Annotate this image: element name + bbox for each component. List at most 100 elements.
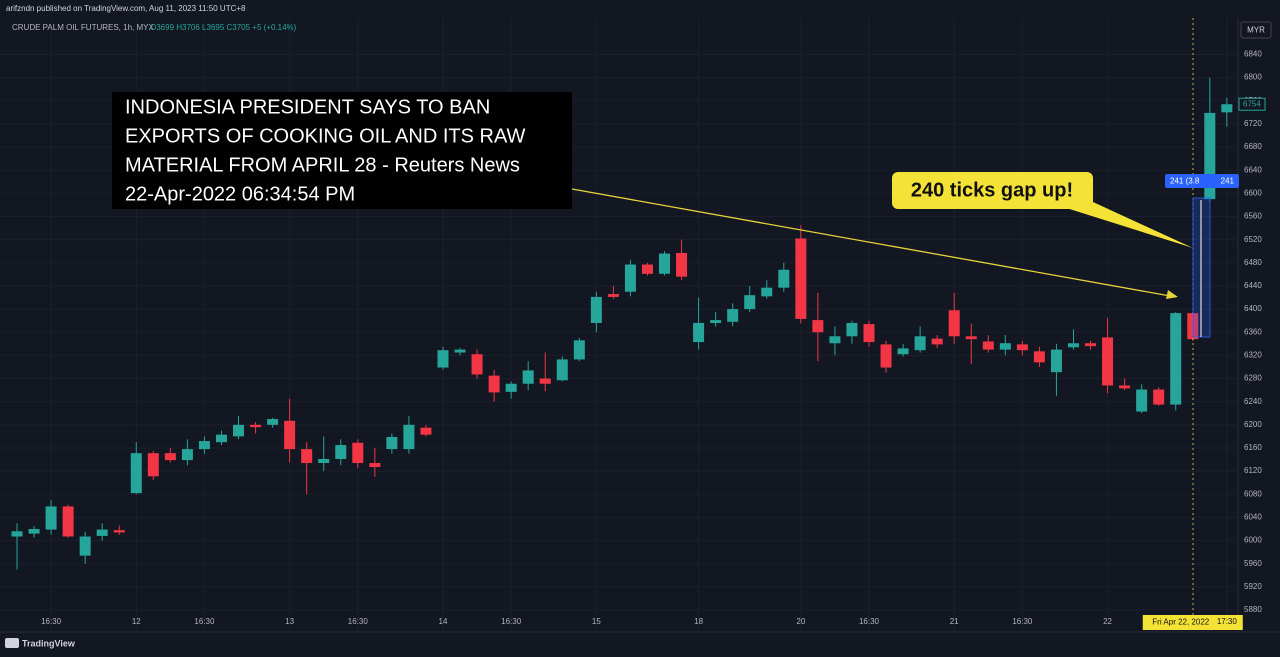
x-tick-label: 16:30: [348, 617, 369, 626]
candle-body: [863, 324, 875, 343]
candle-body: [1033, 351, 1045, 363]
annotation-line: EXPORTS OF COOKING OIL AND ITS RAW: [125, 125, 526, 147]
candle-body: [914, 336, 926, 351]
candle-body: [28, 528, 40, 534]
annotation-arrow: [571, 188, 1177, 298]
candle-body: [778, 269, 790, 288]
y-tick-label: 6800: [1244, 73, 1262, 82]
candle-body: [948, 310, 960, 337]
brand-logo: [5, 638, 19, 648]
candle-body: [522, 370, 534, 384]
candle-body: [505, 383, 517, 392]
y-tick-label: 6720: [1244, 119, 1262, 128]
candle-body: [1050, 349, 1062, 373]
candle-body: [437, 350, 449, 368]
x-tick-label: 16:30: [859, 617, 880, 626]
candle-body: [301, 449, 313, 464]
ohlc-legend: O3699 H3706 L3695 C3705 +5 (+0.14%): [150, 23, 297, 32]
x-tick-label: 21: [950, 617, 959, 626]
y-tick-label: 6560: [1244, 212, 1262, 221]
candle-body: [965, 336, 977, 340]
candle-body: [999, 343, 1011, 350]
candle-body: [267, 419, 279, 425]
y-tick-label: 6600: [1244, 188, 1262, 197]
candle-body: [1102, 337, 1114, 386]
candle-body: [1067, 343, 1079, 348]
candle-body: [198, 441, 210, 450]
y-tick-label: 6640: [1244, 165, 1262, 174]
y-tick-label: 6240: [1244, 397, 1262, 406]
candle-body: [1153, 389, 1165, 405]
y-tick-label: 6840: [1244, 50, 1262, 59]
measure-label-box: [1165, 174, 1239, 188]
candle-body: [45, 506, 57, 530]
y-tick-label: 6480: [1244, 258, 1262, 267]
y-tick-label: 6280: [1244, 374, 1262, 383]
candle-body: [233, 424, 245, 437]
candle-body: [113, 530, 125, 533]
candle-body: [590, 296, 602, 323]
y-tick-label: 6000: [1244, 536, 1262, 545]
annotation-line: 22-Apr-2022 06:34:54 PM: [125, 183, 355, 205]
measure-label: 241: [1221, 177, 1235, 186]
x-tick-label: 15: [592, 617, 601, 626]
y-tick-label: 6400: [1244, 304, 1262, 313]
candle-body: [1221, 104, 1233, 113]
candle-body: [386, 436, 398, 450]
candle-body: [79, 536, 91, 556]
crosshair-label: Fri Apr 22, 2022: [1152, 618, 1209, 627]
candle-body: [982, 341, 994, 350]
candle-body: [471, 354, 483, 375]
y-tick-label: 6120: [1244, 466, 1262, 475]
candle-body: [318, 458, 330, 464]
candle-body: [829, 336, 841, 344]
candle-body: [164, 453, 176, 461]
last-price-box: [1238, 97, 1266, 111]
candle-body: [352, 442, 364, 464]
candle-body: [335, 445, 347, 459]
grid: [0, 18, 1238, 632]
candle-body: [454, 349, 466, 353]
candle-body: [795, 238, 807, 319]
candle-body: [215, 434, 227, 443]
currency-box: [1240, 21, 1272, 39]
x-tick-label: 16:30: [1012, 617, 1033, 626]
candle-body: [1204, 112, 1216, 200]
candle-body: [1085, 343, 1097, 347]
measure-label: 241 (3.8: [1170, 177, 1200, 186]
candle-body: [488, 375, 500, 393]
callout-pointer: [1060, 196, 1193, 248]
candle-body: [62, 506, 74, 537]
x-tick-label: 16:30: [194, 617, 215, 626]
y-tick-label: 6040: [1244, 513, 1262, 522]
x-tick-label: 14: [439, 617, 448, 626]
candle-body: [727, 309, 739, 322]
last-price-label: 6754: [1243, 99, 1261, 108]
x-tick-label: 18: [694, 617, 703, 626]
y-tick-label: 6520: [1244, 235, 1262, 244]
x-tick-label: 16:30: [41, 617, 62, 626]
y-tick-label: 5960: [1244, 559, 1262, 568]
candle-body: [1016, 344, 1028, 351]
y-tick-label: 6680: [1244, 142, 1262, 151]
candle-body: [1136, 389, 1148, 412]
y-tick-label: 5920: [1244, 582, 1262, 591]
y-tick-label: 6320: [1244, 350, 1262, 359]
candle-body: [403, 424, 415, 450]
x-tick-label: 22: [1103, 617, 1112, 626]
candle-body: [812, 320, 824, 333]
candle-body: [880, 344, 892, 368]
candle-body: [556, 359, 568, 381]
x-tick-label: 13: [285, 617, 294, 626]
candle-body: [607, 294, 619, 297]
candle-body: [624, 264, 636, 292]
annotation-line: INDONESIA PRESIDENT SAYS TO BAN: [125, 96, 490, 118]
candle-body: [897, 348, 909, 355]
candle-body: [1119, 385, 1131, 389]
candle-body: [846, 322, 858, 337]
candle-body: [641, 264, 653, 274]
candle-body: [761, 287, 773, 297]
symbol: CRUDE PALM OIL FUTURES, 1h, MYX: [12, 23, 154, 32]
x-tick-label: 12: [132, 617, 141, 626]
